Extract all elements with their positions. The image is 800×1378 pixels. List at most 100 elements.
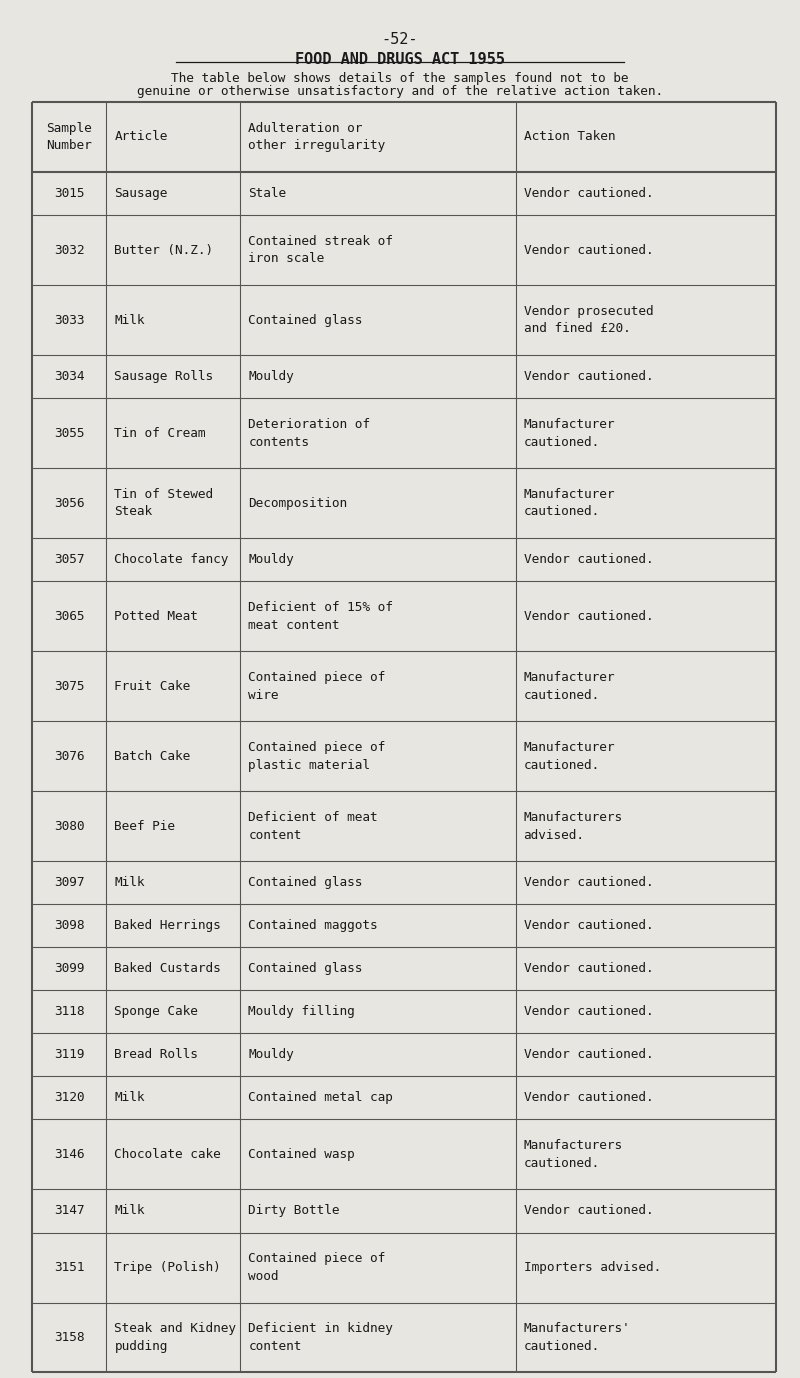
Text: wood: wood bbox=[248, 1271, 279, 1283]
Text: Vendor prosecuted: Vendor prosecuted bbox=[524, 305, 654, 317]
Text: -52-: -52- bbox=[382, 32, 418, 47]
Text: Baked Herrings: Baked Herrings bbox=[114, 919, 221, 932]
Text: Manufacturer: Manufacturer bbox=[524, 740, 615, 754]
Text: wire: wire bbox=[248, 689, 279, 701]
Text: content: content bbox=[248, 1339, 302, 1353]
Text: Contained maggots: Contained maggots bbox=[248, 919, 378, 932]
Text: Vendor cautioned.: Vendor cautioned. bbox=[524, 1204, 654, 1218]
Text: cautioned.: cautioned. bbox=[524, 435, 600, 448]
Text: Vendor cautioned.: Vendor cautioned. bbox=[524, 244, 654, 256]
Text: 3099: 3099 bbox=[54, 962, 85, 976]
Text: contents: contents bbox=[248, 435, 310, 448]
Text: and fined £20.: and fined £20. bbox=[524, 322, 630, 335]
Text: cautioned.: cautioned. bbox=[524, 689, 600, 701]
Text: The table below shows details of the samples found not to be: The table below shows details of the sam… bbox=[171, 72, 629, 84]
Text: Manufacturers: Manufacturers bbox=[524, 810, 622, 824]
Text: advised.: advised. bbox=[524, 828, 585, 842]
Text: Contained piece of: Contained piece of bbox=[248, 671, 386, 683]
Text: Mouldy: Mouldy bbox=[248, 371, 294, 383]
Text: Vendor cautioned.: Vendor cautioned. bbox=[524, 1091, 654, 1104]
Text: Article: Article bbox=[114, 131, 168, 143]
Text: Sponge Cake: Sponge Cake bbox=[114, 1006, 198, 1018]
Text: 3056: 3056 bbox=[54, 496, 85, 510]
Text: Contained metal cap: Contained metal cap bbox=[248, 1091, 393, 1104]
Text: 3076: 3076 bbox=[54, 750, 85, 762]
Text: Steak: Steak bbox=[114, 506, 153, 518]
Text: Vendor cautioned.: Vendor cautioned. bbox=[524, 876, 654, 889]
Text: meat content: meat content bbox=[248, 619, 340, 631]
Text: Tripe (Polish): Tripe (Polish) bbox=[114, 1261, 221, 1275]
Text: FOOD AND DRUGS ACT 1955: FOOD AND DRUGS ACT 1955 bbox=[295, 52, 505, 68]
Text: Vendor cautioned.: Vendor cautioned. bbox=[524, 609, 654, 623]
Text: Contained glass: Contained glass bbox=[248, 962, 362, 976]
Text: Sample: Sample bbox=[46, 121, 92, 135]
Text: 3151: 3151 bbox=[54, 1261, 85, 1275]
Text: Baked Custards: Baked Custards bbox=[114, 962, 221, 976]
Text: 3120: 3120 bbox=[54, 1091, 85, 1104]
Text: 3065: 3065 bbox=[54, 609, 85, 623]
Text: Chocolate fancy: Chocolate fancy bbox=[114, 553, 229, 566]
Text: 3057: 3057 bbox=[54, 553, 85, 566]
Text: Chocolate cake: Chocolate cake bbox=[114, 1148, 221, 1160]
Text: Milk: Milk bbox=[114, 1204, 145, 1218]
Text: Vendor cautioned.: Vendor cautioned. bbox=[524, 962, 654, 976]
Text: 3032: 3032 bbox=[54, 244, 85, 256]
Text: Manufacturers': Manufacturers' bbox=[524, 1322, 630, 1335]
Text: Tin of Cream: Tin of Cream bbox=[114, 427, 206, 440]
Text: Batch Cake: Batch Cake bbox=[114, 750, 190, 762]
Text: Deficient of 15% of: Deficient of 15% of bbox=[248, 601, 393, 613]
Text: Vendor cautioned.: Vendor cautioned. bbox=[524, 187, 654, 200]
Text: Steak and Kidney: Steak and Kidney bbox=[114, 1322, 237, 1335]
Text: Butter (N.Z.): Butter (N.Z.) bbox=[114, 244, 214, 256]
Text: Adulteration or: Adulteration or bbox=[248, 121, 362, 135]
Text: pudding: pudding bbox=[114, 1339, 168, 1353]
Text: Tin of Stewed: Tin of Stewed bbox=[114, 488, 214, 500]
Text: 3015: 3015 bbox=[54, 187, 85, 200]
Text: 3034: 3034 bbox=[54, 371, 85, 383]
Text: Milk: Milk bbox=[114, 314, 145, 327]
Text: iron scale: iron scale bbox=[248, 252, 325, 266]
Text: other irregularity: other irregularity bbox=[248, 139, 386, 153]
Text: Vendor cautioned.: Vendor cautioned. bbox=[524, 1006, 654, 1018]
Text: 3097: 3097 bbox=[54, 876, 85, 889]
Text: Beef Pie: Beef Pie bbox=[114, 820, 175, 832]
Text: Dirty Bottle: Dirty Bottle bbox=[248, 1204, 340, 1218]
Text: cautioned.: cautioned. bbox=[524, 758, 600, 772]
Text: Mouldy: Mouldy bbox=[248, 553, 294, 566]
Text: Contained wasp: Contained wasp bbox=[248, 1148, 355, 1160]
Text: Importers advised.: Importers advised. bbox=[524, 1261, 661, 1275]
Text: Deficient of meat: Deficient of meat bbox=[248, 810, 378, 824]
Text: Mouldy filling: Mouldy filling bbox=[248, 1006, 355, 1018]
Text: Potted Meat: Potted Meat bbox=[114, 609, 198, 623]
Text: plastic material: plastic material bbox=[248, 758, 370, 772]
Text: genuine or otherwise unsatisfactory and of the relative action taken.: genuine or otherwise unsatisfactory and … bbox=[137, 85, 663, 98]
Text: 3033: 3033 bbox=[54, 314, 85, 327]
Text: 3119: 3119 bbox=[54, 1049, 85, 1061]
Text: Stale: Stale bbox=[248, 187, 286, 200]
Text: Mouldy: Mouldy bbox=[248, 1049, 294, 1061]
Text: Contained piece of: Contained piece of bbox=[248, 740, 386, 754]
Text: cautioned.: cautioned. bbox=[524, 1339, 600, 1353]
Text: Vendor cautioned.: Vendor cautioned. bbox=[524, 1049, 654, 1061]
Text: 3080: 3080 bbox=[54, 820, 85, 832]
Text: Manufacturer: Manufacturer bbox=[524, 671, 615, 683]
Text: Manufacturer: Manufacturer bbox=[524, 418, 615, 430]
Text: Contained streak of: Contained streak of bbox=[248, 234, 393, 248]
Text: Contained glass: Contained glass bbox=[248, 876, 362, 889]
Text: Milk: Milk bbox=[114, 1091, 145, 1104]
Text: Bread Rolls: Bread Rolls bbox=[114, 1049, 198, 1061]
Text: Milk: Milk bbox=[114, 876, 145, 889]
Text: Fruit Cake: Fruit Cake bbox=[114, 679, 190, 693]
Text: Sausage: Sausage bbox=[114, 187, 168, 200]
Text: Contained glass: Contained glass bbox=[248, 314, 362, 327]
Text: Deficient in kidney: Deficient in kidney bbox=[248, 1322, 393, 1335]
Text: Vendor cautioned.: Vendor cautioned. bbox=[524, 371, 654, 383]
Text: Manufacturers: Manufacturers bbox=[524, 1140, 622, 1152]
Text: content: content bbox=[248, 828, 302, 842]
Text: 3158: 3158 bbox=[54, 1331, 85, 1344]
Text: Deterioration of: Deterioration of bbox=[248, 418, 370, 430]
Text: Sausage Rolls: Sausage Rolls bbox=[114, 371, 214, 383]
Text: Vendor cautioned.: Vendor cautioned. bbox=[524, 919, 654, 932]
Text: 3075: 3075 bbox=[54, 679, 85, 693]
Text: Decomposition: Decomposition bbox=[248, 496, 347, 510]
